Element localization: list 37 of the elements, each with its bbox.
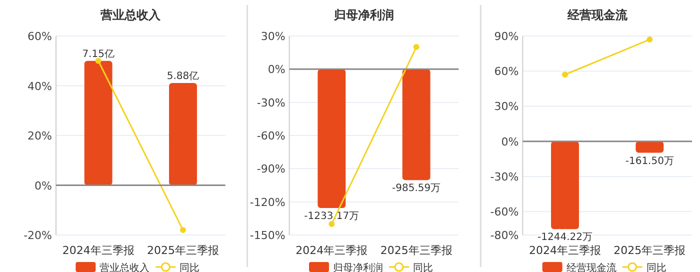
- x-tick-label: 2025年三季报: [614, 244, 686, 257]
- legend-label: 经营现金流: [566, 262, 616, 272]
- x-tick-label: 2024年三季报: [62, 244, 134, 257]
- data-label: 7.15亿: [82, 48, 114, 60]
- data-label: -161.50万: [625, 156, 674, 167]
- chart-title: 经营现金流: [566, 8, 628, 22]
- legend-label: 同比: [413, 262, 433, 272]
- y-tick-label: -150%: [250, 229, 286, 242]
- y-tick-label: 40%: [28, 80, 52, 93]
- y-tick-label: 0%: [268, 63, 286, 76]
- y-tick-label: -20%: [24, 229, 52, 242]
- y-tick-label: 60%: [28, 30, 52, 43]
- legend-label: 同比: [646, 262, 666, 272]
- y-tick-label: -30%: [256, 96, 286, 110]
- y-tick-label: -90%: [256, 162, 286, 176]
- data-label: -1244.22万: [538, 232, 592, 244]
- y-tick-label: -30%: [490, 170, 519, 184]
- x-tick-label: 2025年三季报: [147, 244, 219, 257]
- data-label: -985.59万: [392, 183, 441, 194]
- y-tick-label: 90%: [494, 30, 519, 43]
- chart-title: 归母净利润: [333, 8, 394, 22]
- legend-label: 同比: [180, 262, 200, 272]
- y-tick-label: 20%: [28, 130, 52, 142]
- y-tick-label: 0%: [501, 135, 519, 148]
- y-tick-label: 30%: [260, 30, 286, 43]
- y-tick-label: -60%: [490, 206, 519, 219]
- x-tick-label: 2024年三季报: [529, 244, 601, 257]
- y-tick-label: 0%: [34, 179, 52, 192]
- y-tick-label: 30%: [494, 100, 519, 114]
- y-tick-label: 60%: [494, 65, 519, 78]
- y-tick-label: -80%: [490, 229, 519, 242]
- x-tick-label: 2024年三季报: [296, 244, 368, 257]
- chart-title: 营业总收入: [100, 8, 162, 22]
- data-label: 5.88亿: [166, 70, 200, 82]
- y-tick-label: -120%: [250, 196, 286, 209]
- x-tick-label: 2025年三季报: [380, 244, 452, 257]
- y-tick-label: -60%: [256, 130, 286, 142]
